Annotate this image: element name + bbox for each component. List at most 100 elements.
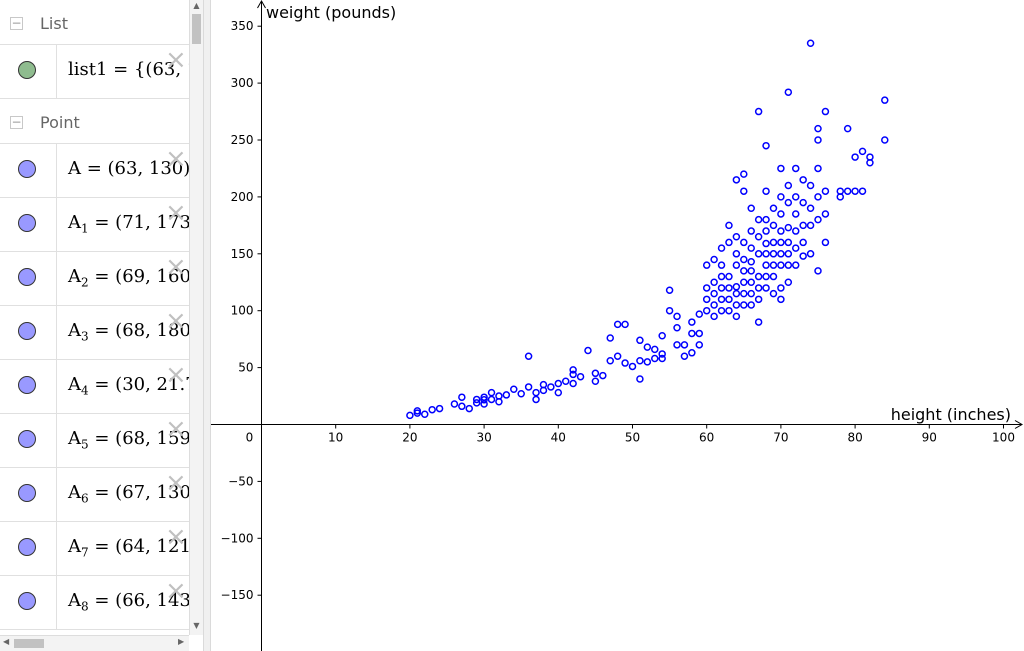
algebra-item-definition[interactable]: A1 = (71, 173 [68, 212, 189, 236]
data-point[interactable] [702, 284, 711, 292]
data-point[interactable] [643, 358, 652, 366]
data-point[interactable] [524, 352, 533, 360]
data-point[interactable] [740, 289, 748, 298]
algebra-item[interactable]: A7 = (64, 121 × [0, 522, 189, 576]
data-point[interactable] [836, 187, 845, 195]
algebra-item-definition[interactable]: list1 = {(63, 1 [68, 59, 189, 80]
delete-icon[interactable]: × [165, 198, 187, 228]
data-point[interactable] [843, 187, 852, 195]
vertical-scroll-thumb[interactable] [192, 14, 201, 44]
visibility-toggle-icon[interactable] [18, 484, 36, 502]
data-point[interactable] [710, 289, 718, 298]
data-point[interactable] [821, 107, 830, 116]
data-point[interactable] [791, 261, 800, 269]
data-point[interactable] [673, 312, 681, 321]
data-point[interactable] [591, 369, 600, 378]
visibility-toggle-icon[interactable] [18, 214, 36, 232]
data-point[interactable] [606, 357, 614, 365]
delete-icon[interactable]: × [165, 468, 187, 498]
data-point[interactable] [754, 272, 763, 281]
data-point[interactable] [740, 301, 748, 309]
data-point[interactable] [784, 278, 793, 286]
data-point[interactable] [762, 284, 770, 292]
data-point[interactable] [806, 181, 815, 190]
data-point[interactable] [613, 352, 622, 360]
data-point[interactable] [532, 395, 540, 404]
visibility-toggle-icon[interactable] [18, 61, 36, 79]
data-point[interactable] [762, 215, 770, 224]
data-point[interactable] [769, 221, 778, 230]
delete-icon[interactable]: × [165, 144, 187, 174]
data-point[interactable] [636, 375, 644, 383]
data-point[interactable] [487, 388, 496, 397]
data-point[interactable] [747, 244, 755, 252]
data-point[interactable] [621, 359, 629, 367]
scroll-down-arrow-icon[interactable]: ▼ [193, 621, 200, 630]
data-point[interactable] [777, 164, 785, 173]
data-point[interactable] [777, 227, 785, 235]
data-point[interactable] [532, 388, 540, 397]
data-point[interactable] [814, 267, 822, 275]
collapse-icon[interactable]: − [10, 115, 23, 129]
algebra-item[interactable]: A = (63, 130) × [0, 144, 189, 198]
data-point[interactable] [680, 352, 689, 360]
data-point[interactable] [717, 306, 726, 315]
algebra-horizontal-scrollbar[interactable]: ◀ ▶ [0, 635, 189, 651]
data-point[interactable] [725, 284, 733, 292]
data-point[interactable] [747, 227, 755, 235]
data-point[interactable] [747, 289, 755, 298]
data-point[interactable] [762, 141, 770, 150]
data-point[interactable] [784, 181, 793, 190]
data-point[interactable] [472, 399, 481, 407]
data-point[interactable] [651, 345, 659, 354]
data-point[interactable] [702, 261, 711, 269]
data-point[interactable] [799, 238, 807, 247]
data-point[interactable] [495, 392, 503, 400]
data-point[interactable] [732, 232, 741, 241]
scroll-up-arrow-icon[interactable]: ▲ [193, 1, 200, 10]
data-point[interactable] [769, 238, 778, 247]
visibility-toggle-icon[interactable] [18, 592, 36, 610]
data-point[interactable] [769, 250, 778, 258]
data-point[interactable] [658, 354, 666, 363]
data-point[interactable] [732, 261, 741, 269]
data-point[interactable] [754, 318, 763, 326]
data-point[interactable] [658, 331, 666, 340]
collapse-icon[interactable]: − [10, 16, 23, 30]
algebra-vertical-scrollbar[interactable]: ▲ ▼ [189, 0, 203, 635]
data-point[interactable] [480, 393, 488, 401]
data-point[interactable] [762, 250, 770, 258]
data-point[interactable] [784, 223, 793, 232]
data-point[interactable] [762, 227, 770, 235]
visibility-toggle-icon[interactable] [18, 430, 36, 448]
data-point[interactable] [799, 252, 807, 260]
data-point[interactable] [762, 272, 770, 281]
data-point[interactable] [814, 215, 822, 224]
data-point[interactable] [769, 289, 778, 298]
data-point[interactable] [554, 379, 563, 388]
data-point[interactable] [450, 400, 459, 408]
algebra-item[interactable]: A5 = (68, 159 × [0, 414, 189, 468]
data-point[interactable] [777, 238, 785, 247]
scroll-left-arrow-icon[interactable]: ◀ [3, 637, 10, 646]
data-point[interactable] [636, 336, 644, 345]
algebra-item-definition[interactable]: A4 = (30, 21.7 [68, 374, 189, 398]
delete-icon[interactable]: × [165, 576, 187, 606]
data-point[interactable] [554, 388, 563, 397]
data-point[interactable] [717, 295, 726, 304]
algebra-item[interactable]: list1 = {(63, 1× [0, 45, 189, 99]
data-point[interactable] [740, 278, 748, 286]
data-point[interactable] [732, 250, 741, 258]
data-point[interactable] [769, 272, 778, 281]
data-point[interactable] [777, 250, 785, 258]
data-point[interactable] [814, 164, 822, 173]
data-point[interactable] [851, 187, 859, 195]
data-point[interactable] [658, 350, 666, 358]
data-point[interactable] [799, 176, 807, 184]
data-point[interactable] [777, 193, 785, 201]
data-point[interactable] [858, 187, 867, 195]
data-point[interactable] [814, 124, 822, 133]
data-point[interactable] [576, 372, 585, 381]
delete-icon[interactable]: × [165, 522, 187, 552]
data-point[interactable] [732, 176, 741, 184]
